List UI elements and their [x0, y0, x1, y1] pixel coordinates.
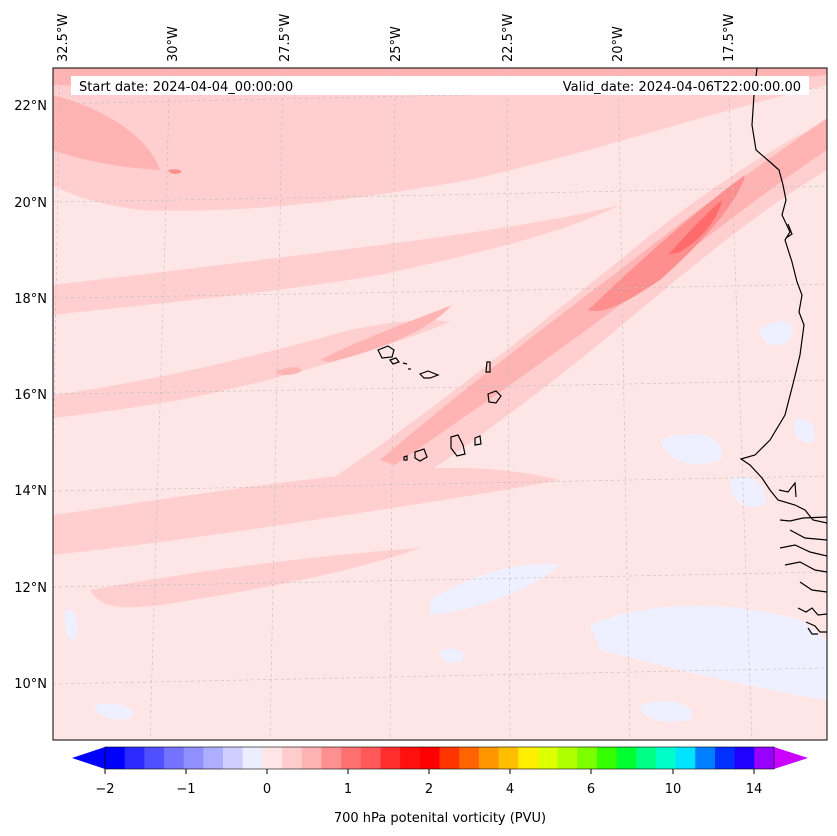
- colorbar-cell: [478, 747, 499, 769]
- colorbar-cell: [616, 747, 637, 769]
- colorbar-title: 700 hPa potenital vorticity (PVU): [334, 811, 546, 826]
- colorbar-cell: [105, 747, 126, 769]
- colorbar-tick-label: 1: [344, 782, 352, 797]
- colorbar-under-arrow: [72, 747, 105, 769]
- latitude-labels: 22°N 20°N 18°N 16°N 14°N 12°N 10°N: [14, 99, 47, 692]
- lat-label: 18°N: [14, 292, 47, 307]
- colorbar-cell: [400, 747, 421, 769]
- header-box: [71, 76, 809, 95]
- colorbar-cells: [105, 747, 775, 769]
- colorbar-cell: [203, 747, 224, 769]
- colorbar-cell: [242, 747, 263, 769]
- colorbar-tick-label: 10: [665, 782, 682, 797]
- colorbar-tick-label: 6: [587, 782, 595, 797]
- colorbar-tick-label: −2: [95, 782, 114, 797]
- colorbar-tick-label: 4: [506, 782, 514, 797]
- colorbar-cell: [282, 747, 303, 769]
- colorbar-cell: [262, 747, 283, 769]
- colorbar-cell: [636, 747, 657, 769]
- colorbar-cell: [577, 747, 598, 769]
- african-coastline: [739, 68, 827, 635]
- colorbar-cell: [596, 747, 617, 769]
- start-date-label: Start date: 2024-04-04_00:00:00: [79, 80, 293, 95]
- valid-date-label: Valid_date: 2024-04-06T22:00:00.00: [563, 80, 801, 95]
- colorbar-cell: [360, 747, 381, 769]
- colorbar-cell: [439, 747, 460, 769]
- colorbar-cell: [459, 747, 480, 769]
- colorbar-cell: [380, 747, 401, 769]
- lat-label: 12°N: [14, 581, 47, 596]
- colorbar-cell: [518, 747, 539, 769]
- colorbar-cell: [164, 747, 185, 769]
- colorbar-cell: [183, 747, 204, 769]
- lon-label: 32.5°W: [56, 14, 71, 62]
- colorbar-cell: [301, 747, 322, 769]
- lat-label: 14°N: [14, 484, 47, 499]
- colorbar-outline: [104, 746, 775, 770]
- colorbar-cell: [321, 747, 342, 769]
- colorbar-tick-label: 0: [263, 782, 271, 797]
- lon-label: 20°W: [611, 26, 626, 62]
- colorbar-cell: [557, 747, 578, 769]
- colorbar-cell: [144, 747, 165, 769]
- map-panel: [53, 68, 827, 740]
- map-frame: [52, 67, 828, 741]
- lon-label: 30°W: [166, 26, 181, 62]
- colorbar: −2 −1 0 1 2 4 6 10 14 700 hPa potenital …: [72, 746, 808, 826]
- lon-label: 27.5°W: [278, 14, 293, 62]
- colorbar-ticks: [104, 769, 755, 774]
- colorbar-tick-label: 14: [746, 782, 763, 797]
- colorbar-cell: [714, 747, 736, 769]
- colorbar-cell: [537, 747, 558, 769]
- colorbar-over-arrow: [774, 747, 808, 769]
- colorbar-tick-label: −1: [176, 782, 195, 797]
- cape-verde-islands: [377, 345, 502, 462]
- colorbar-tick-labels: −2 −1 0 1 2 4 6 10 14: [95, 782, 762, 797]
- colorbar-cell: [734, 747, 755, 769]
- lat-label: 20°N: [14, 196, 47, 211]
- lon-label: 25°W: [389, 26, 404, 62]
- colorbar-cell: [498, 747, 519, 769]
- lon-label: 17.5°W: [722, 14, 737, 62]
- colorbar-tick-label: 2: [425, 782, 433, 797]
- colorbar-cell: [675, 747, 696, 769]
- lat-label: 16°N: [14, 388, 47, 403]
- graticule: [53, 68, 827, 740]
- pv-maximum-core: [168, 169, 745, 311]
- pv-negative-patches: [64, 321, 827, 722]
- longitude-labels: 32.5°W 30°W 27.5°W 25°W 22.5°W 20°W 17.5…: [56, 14, 737, 62]
- colorbar-cell: [655, 747, 677, 769]
- colorbar-cell: [223, 747, 244, 769]
- colorbar-cell: [754, 747, 775, 769]
- lat-label: 10°N: [14, 677, 47, 692]
- colorbar-cell: [419, 747, 440, 769]
- lat-label: 22°N: [14, 99, 47, 114]
- lon-label: 22.5°W: [501, 14, 516, 62]
- colorbar-cell: [695, 747, 716, 769]
- colorbar-cell: [341, 747, 362, 769]
- colorbar-cell: [124, 747, 145, 769]
